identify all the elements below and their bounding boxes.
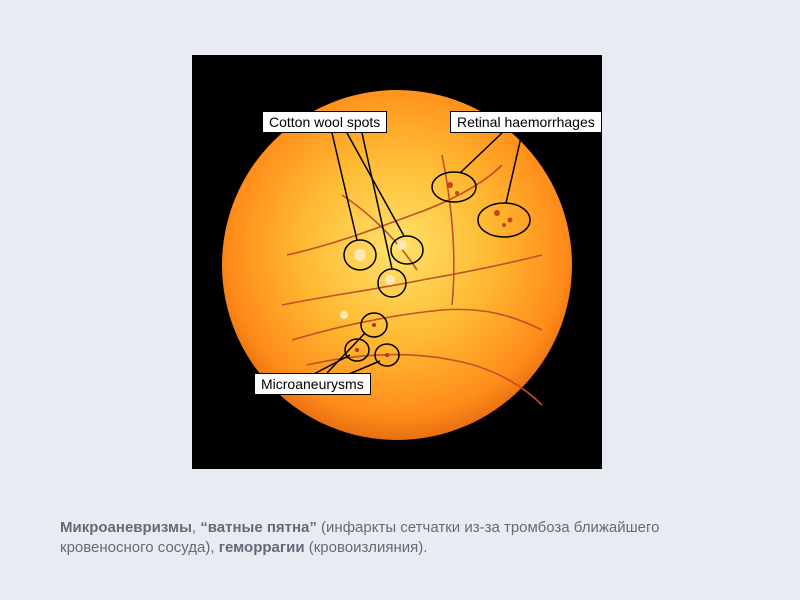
caption-text: Микроаневризмы, “ватные пятна” (инфаркты… xyxy=(60,518,740,557)
label-retinal-haemorrhages: Retinal haemorrhages xyxy=(450,111,602,133)
fundus-diagram: Cotton wool spots Retinal haemorrhages M… xyxy=(192,55,602,469)
label-cotton-wool-spots: Cotton wool spots xyxy=(262,111,387,133)
caption-text-5: (кровоизлияния). xyxy=(305,539,428,556)
caption-sep-1: , xyxy=(192,519,200,536)
label-microaneurysms: Microaneurysms xyxy=(254,373,371,395)
caption-term-1: Микроаневризмы xyxy=(60,519,192,536)
caption-term-4: геморрагии xyxy=(219,539,305,556)
caption-term-2: “ватные пятна” xyxy=(200,519,317,536)
